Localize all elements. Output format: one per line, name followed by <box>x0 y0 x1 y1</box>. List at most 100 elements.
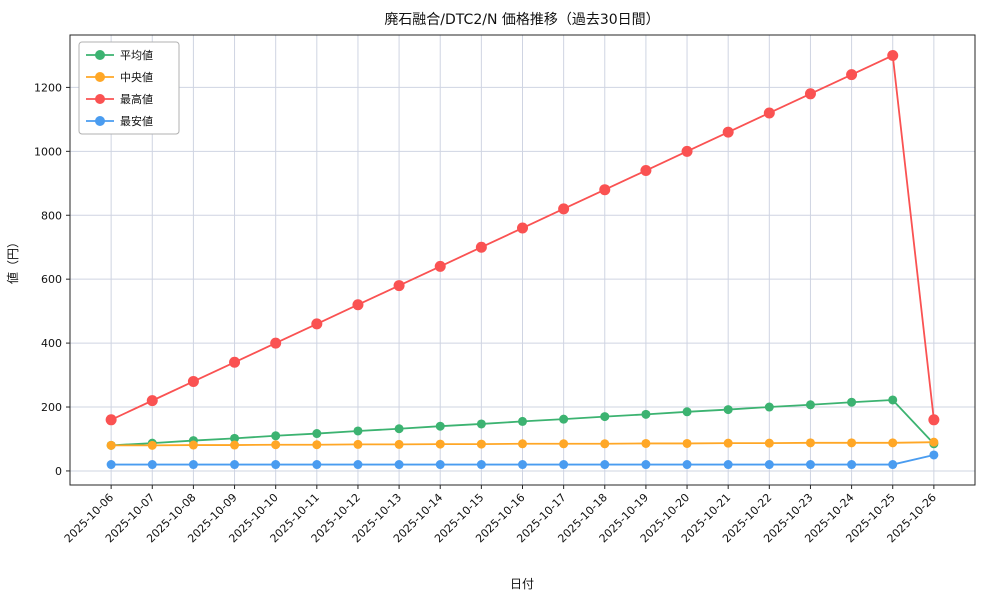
data-point-min <box>764 460 774 470</box>
legend-label-average: 平均値 <box>120 49 153 62</box>
data-point-max <box>887 49 899 61</box>
y-axis-label: 値（円） <box>5 236 20 284</box>
data-point-median <box>147 440 157 450</box>
chart-title: 廃石融合/DTC2/N 価格推移（過去30日間） <box>384 11 659 28</box>
data-point-min <box>559 460 569 470</box>
data-point-max <box>928 414 940 426</box>
data-point-median <box>188 440 198 450</box>
legend-label-median: 中央値 <box>120 71 153 84</box>
data-point-min <box>641 460 651 470</box>
data-point-median <box>435 439 445 449</box>
data-point-max <box>681 145 693 157</box>
data-point-median <box>559 439 569 449</box>
data-point-median <box>929 437 939 447</box>
data-point-average <box>764 402 774 412</box>
data-point-average <box>805 400 815 410</box>
data-point-average <box>435 421 445 431</box>
data-point-max <box>352 299 364 311</box>
data-point-average <box>641 409 651 419</box>
data-point-max <box>640 165 652 177</box>
data-point-min <box>723 460 733 470</box>
data-point-median <box>682 438 692 448</box>
data-point-max <box>475 241 487 253</box>
data-point-average <box>353 426 363 436</box>
data-point-min <box>147 460 157 470</box>
data-point-max <box>187 375 199 387</box>
data-point-average <box>559 414 569 424</box>
data-point-min <box>682 460 692 470</box>
data-point-max <box>393 280 405 292</box>
data-point-min <box>353 460 363 470</box>
data-point-average <box>600 412 610 422</box>
data-point-max <box>105 414 117 426</box>
x-axis-label: 日付 <box>510 577 534 591</box>
data-point-min <box>518 460 527 470</box>
data-point-median <box>394 439 404 449</box>
legend-label-max: 最高値 <box>120 92 153 106</box>
data-point-average <box>271 431 281 441</box>
data-point-min <box>106 460 116 470</box>
data-point-max <box>311 318 323 330</box>
y-tick-label: 400 <box>41 337 62 350</box>
data-point-min <box>394 460 404 470</box>
data-point-median <box>230 440 240 450</box>
y-tick-label: 200 <box>41 401 62 414</box>
data-point-average <box>888 395 898 405</box>
data-point-max <box>763 107 775 119</box>
data-point-min <box>847 460 857 470</box>
data-point-min <box>600 460 610 470</box>
legend-box <box>78 41 180 135</box>
data-point-max <box>599 184 611 196</box>
legend-marker-average <box>95 50 105 60</box>
data-point-average <box>682 407 692 417</box>
y-tick-label: 800 <box>41 209 62 222</box>
data-point-median <box>312 440 322 450</box>
data-point-min <box>476 460 486 470</box>
data-point-median <box>641 438 651 448</box>
data-point-min <box>435 460 445 470</box>
y-tick-label: 600 <box>41 273 62 286</box>
data-point-average <box>476 419 486 429</box>
data-point-max <box>846 69 858 81</box>
data-point-max <box>804 88 816 100</box>
data-point-min <box>888 460 898 470</box>
data-point-median <box>847 438 857 448</box>
data-point-max <box>229 356 241 368</box>
data-point-average <box>518 416 527 426</box>
y-tick-label: 1200 <box>34 81 62 94</box>
data-point-median <box>353 439 363 449</box>
data-point-max <box>558 203 570 215</box>
data-point-median <box>723 438 733 448</box>
data-point-min <box>312 460 322 470</box>
data-point-average <box>394 424 404 434</box>
legend-marker-min <box>95 116 105 126</box>
data-point-max <box>270 337 282 349</box>
data-point-min <box>230 460 240 470</box>
data-point-median <box>271 440 281 450</box>
data-point-average <box>230 433 240 443</box>
data-point-median <box>764 438 774 448</box>
data-point-min <box>188 460 198 470</box>
data-point-min <box>929 450 939 460</box>
data-point-average <box>847 397 857 407</box>
data-point-median <box>805 438 815 448</box>
data-point-max <box>722 126 734 138</box>
legend-label-min: 最安値 <box>120 114 153 128</box>
data-point-median <box>106 440 116 450</box>
data-point-min <box>271 460 281 470</box>
legend-marker-median <box>95 72 105 82</box>
data-point-median <box>600 439 610 449</box>
data-point-average <box>312 429 322 439</box>
plot-area: 0200400600800100012002025-10-062025-10-0… <box>34 34 976 545</box>
data-point-median <box>888 438 898 448</box>
data-point-median <box>476 439 486 449</box>
legend-marker-max <box>95 94 105 104</box>
data-point-max <box>434 260 446 272</box>
y-tick-label: 0 <box>55 465 62 478</box>
y-tick-label: 1000 <box>34 145 62 158</box>
data-point-median <box>518 439 527 449</box>
data-point-min <box>805 460 815 470</box>
data-point-average <box>723 405 733 415</box>
